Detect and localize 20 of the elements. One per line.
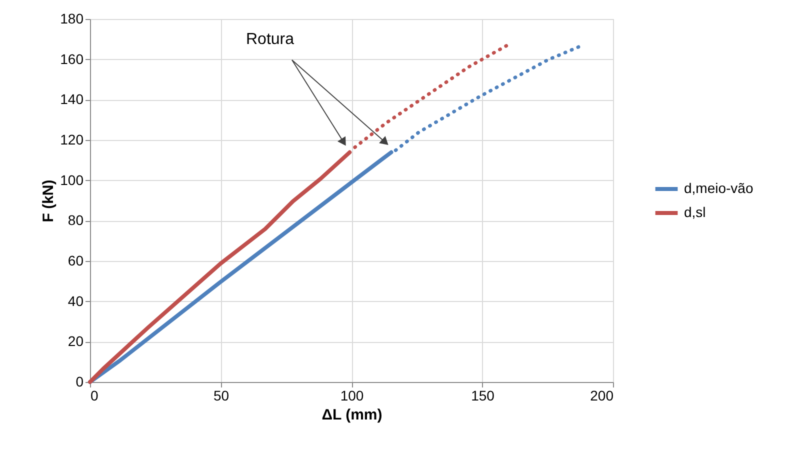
x-axis-title: ΔL (mm) [322, 406, 382, 424]
y-tick-label: 60 [68, 252, 84, 268]
y-tick-label: 140 [60, 91, 84, 108]
y-tick-label: 160 [60, 50, 84, 67]
y-tick-label: 120 [60, 132, 84, 148]
legend-label: d,meio-vão [684, 180, 754, 196]
y-tick-label: 100 [60, 172, 84, 188]
x-tick-label: 0 [90, 388, 98, 404]
x-tick-label: 100 [340, 388, 364, 404]
y-tick-label: 20 [68, 333, 84, 350]
x-tick-label: 50 [213, 388, 230, 404]
y-tick-label: 0 [76, 374, 84, 390]
x-tick-label: 150 [471, 388, 495, 404]
y-tick-label: 180 [60, 10, 84, 26]
y-tick-label: 40 [68, 292, 84, 309]
y-axis-title: F (kN) [40, 180, 58, 222]
annotation: Rotura [246, 31, 294, 48]
y-tick-label: 80 [68, 212, 84, 228]
legend-label: d,sl [684, 204, 706, 220]
x-tick-label: 200 [590, 388, 614, 404]
